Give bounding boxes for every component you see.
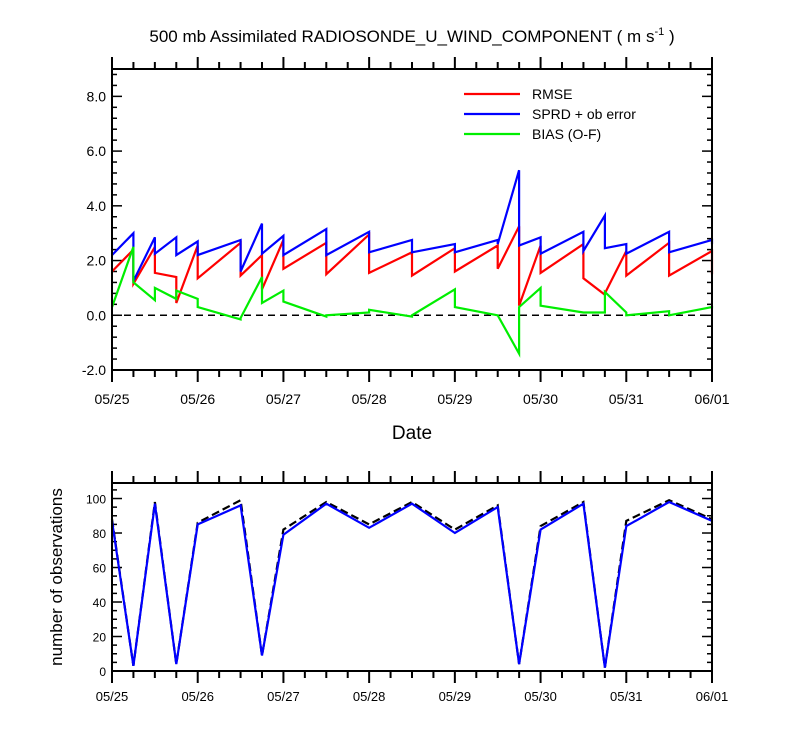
legend-label-bias-o-f: BIAS (O-F) [532,126,601,142]
x-tick-label: 05/26 [181,689,214,704]
y-tick-label: 8.0 [87,88,107,104]
y-tick-label: 100 [86,493,106,507]
y-tick-label: 80 [93,527,107,541]
y-tick-label: 20 [93,631,107,645]
bottom-series-lines [110,498,713,668]
bottom-chart-panel: 05/25 05/26 05/27 05/28 05/29 05/30 05/31 06/01… [47,471,728,704]
x-tick-label: 05/25 [94,391,129,407]
x-tick-label: 05/30 [523,391,558,407]
top-plot-frame [111,68,713,371]
y-tick-label: 60 [93,562,107,576]
chart-title-superscript: -1 [654,26,664,38]
chart-title-main: 500 mb Assimilated RADIOSONDE_U_WIND_COM… [149,27,654,46]
y-tick-label: -2.0 [82,362,106,378]
x-tick-label: 05/29 [439,689,472,704]
x-tick-label: 05/26 [180,391,215,407]
y-tick-label: 0 [99,665,106,679]
top-series-lines [110,169,714,358]
x-tick-label: 06/01 [694,391,729,407]
x-tick-label: 05/30 [524,689,557,704]
series-line-sprd-ob-error [111,169,714,282]
chart-title: 500 mb Assimilated RADIOSONDE_U_WIND_COM… [149,26,674,46]
legend-label-sprd-ob-error: SPRD + ob error [532,106,636,122]
y-tick-label: 4.0 [87,198,107,214]
x-tick-label: 05/27 [266,391,301,407]
bottom-axis-ticks: 05/25 05/26 05/27 05/28 05/29 05/30 05/31 06/01… [86,471,728,704]
top-axis-ticks: 05/25 05/26 05/27 05/28 05/29 05/30 05/31 06/01… [82,57,730,407]
chart-title-close: ) [664,27,674,46]
legend: RMSE SPRD + ob error BIAS (O-F) [464,86,636,142]
y-axis-label-observations: number of observations [47,488,66,666]
x-tick-label: 06/01 [696,689,729,704]
legend-label-rmse: RMSE [532,86,572,102]
x-tick-label: 05/31 [609,391,644,407]
series-line-bias-o-f [110,246,714,358]
series-line-rmse [111,225,714,307]
x-tick-label: 05/27 [267,689,300,704]
x-tick-label: 05/31 [610,689,643,704]
x-tick-label: 05/28 [353,689,386,704]
bottom-plot-frame [111,482,713,672]
x-tick-label: 05/29 [437,391,472,407]
y-tick-label: 0.0 [87,307,107,323]
y-tick-label: 2.0 [87,253,107,269]
x-tick-label: 05/28 [352,391,387,407]
series-line-possible [110,498,713,668]
y-tick-label: 40 [93,596,107,610]
y-tick-label: 6.0 [87,143,107,159]
top-chart-panel: 500 mb Assimilated RADIOSONDE_U_WIND_COM… [82,26,730,444]
series-line-assimilated [110,500,713,668]
x-tick-label: 05/25 [96,689,129,704]
x-axis-label: Date [392,423,432,444]
